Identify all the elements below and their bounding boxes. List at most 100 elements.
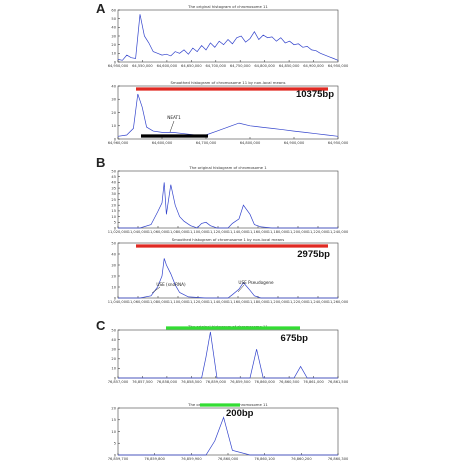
x-tick-label: 11,220,000 bbox=[288, 300, 309, 304]
gene-label-neat1: NEAT1 bbox=[167, 115, 181, 120]
x-tick-label: 64,750,000 bbox=[230, 64, 251, 68]
y-tick-label: 10 bbox=[111, 430, 116, 434]
y-tick-label: 0 bbox=[114, 226, 117, 230]
x-tick-label: 76,859,500 bbox=[230, 380, 251, 384]
y-tick-label: 0 bbox=[114, 60, 117, 64]
x-tick-label: 11,060,000 bbox=[128, 300, 149, 304]
y-tick-label: 40 bbox=[111, 84, 116, 88]
y-tick-label: 30 bbox=[111, 192, 116, 196]
chart-4: The original histogram of chromosome 110… bbox=[108, 324, 349, 384]
x-tick-label: 64,600,000 bbox=[152, 141, 173, 145]
y-tick-label: 50 bbox=[111, 169, 116, 173]
x-tick-label: 64,960,000 bbox=[108, 141, 129, 145]
y-tick-label: 0 bbox=[114, 296, 117, 300]
x-tick-label: 11,240,000 bbox=[328, 230, 349, 234]
series-line bbox=[118, 331, 338, 379]
y-tick-label: 30 bbox=[111, 263, 116, 267]
x-tick-label: 11,200,000 bbox=[268, 300, 289, 304]
x-tick-label: 11,040,000 bbox=[108, 300, 129, 304]
y-tick-label: 40 bbox=[111, 181, 116, 185]
chart-title: The original histogram of chromosome 1 bbox=[188, 165, 267, 170]
series-line bbox=[118, 416, 338, 456]
y-tick-label: 10 bbox=[111, 367, 116, 371]
chart-title: The original histogram of chromosome 11 bbox=[187, 4, 268, 9]
x-tick-label: 76,860,000 bbox=[254, 380, 275, 384]
x-tick-label: 11,100,000 bbox=[188, 230, 209, 234]
panel-letter-C: C bbox=[96, 318, 106, 333]
x-tick-label: 76,858,000 bbox=[157, 380, 178, 384]
y-tick-label: 30 bbox=[111, 348, 116, 352]
region-length-label: 10375bp bbox=[296, 89, 334, 100]
y-tick-label: 20 bbox=[111, 111, 116, 115]
gene-label-snorna: USE (snoRNA) bbox=[156, 282, 186, 287]
x-tick-label: 76,859,800 bbox=[144, 457, 165, 461]
annotation-arrow bbox=[151, 286, 161, 294]
x-tick-label: 64,800,000 bbox=[254, 64, 275, 68]
chart-title: Smoothed histogram of chromosome 1 by no… bbox=[172, 237, 285, 242]
x-tick-label: 64,950,000 bbox=[328, 64, 349, 68]
y-tick-label: 40 bbox=[111, 252, 116, 256]
y-tick-label: 20 bbox=[111, 357, 116, 361]
y-tick-label: 40 bbox=[111, 26, 116, 30]
plot-frame bbox=[117, 170, 339, 229]
x-tick-label: 64,900,000 bbox=[303, 64, 324, 68]
x-tick-label: 11,120,000 bbox=[208, 230, 229, 234]
x-tick-label: 11,260,000 bbox=[328, 300, 349, 304]
chart-1: Smoothed histogram of chromosome 11 by n… bbox=[108, 80, 349, 145]
x-tick-label: 11,100,000 bbox=[168, 300, 189, 304]
x-tick-label: 64,900,000 bbox=[284, 141, 305, 145]
x-tick-label: 11,020,000 bbox=[108, 230, 129, 234]
x-tick-label: 64,800,000 bbox=[240, 141, 261, 145]
y-tick-label: 40 bbox=[111, 338, 116, 342]
series-line bbox=[117, 93, 339, 137]
x-tick-label: 11,160,000 bbox=[228, 300, 249, 304]
chart-0: The original histogram of chromosome 11 0… bbox=[108, 4, 349, 68]
x-tick-label: 11,240,000 bbox=[308, 300, 329, 304]
y-tick-label: 10 bbox=[111, 215, 116, 219]
chart-title: Smoothed histogram of chromosome 11 by n… bbox=[171, 80, 286, 85]
y-tick-label: 0 bbox=[114, 137, 117, 141]
x-tick-label: 64,950,000 bbox=[328, 141, 349, 145]
y-tick-label: 50 bbox=[111, 328, 116, 332]
annotation-arrow bbox=[169, 120, 175, 133]
region-length-label: 2975bp bbox=[297, 249, 330, 260]
x-tick-label: 11,060,000 bbox=[148, 230, 169, 234]
x-tick-label: 76,860,500 bbox=[279, 380, 300, 384]
panel-letter-A: A bbox=[96, 1, 106, 16]
y-tick-label: 10 bbox=[111, 124, 116, 128]
y-tick-label: 35 bbox=[111, 186, 116, 190]
gene-label-pseudogene: USE Pseudogene bbox=[238, 280, 274, 285]
region-length-label: 200bp bbox=[226, 408, 254, 419]
x-tick-label: 11,120,000 bbox=[188, 300, 209, 304]
x-tick-label: 64,600,000 bbox=[157, 64, 178, 68]
series-line bbox=[118, 258, 338, 299]
y-tick-label: 30 bbox=[111, 98, 116, 102]
y-tick-label: 20 bbox=[111, 204, 116, 208]
y-tick-label: 0 bbox=[114, 453, 117, 457]
x-tick-label: 76,860,000 bbox=[218, 457, 239, 461]
y-tick-label: 5 bbox=[114, 442, 116, 446]
x-tick-label: 11,040,000 bbox=[128, 230, 149, 234]
x-tick-label: 64,550,000 bbox=[132, 64, 153, 68]
y-tick-label: 0 bbox=[114, 376, 117, 380]
y-tick-label: 50 bbox=[111, 241, 116, 245]
x-tick-label: 11,180,000 bbox=[268, 230, 289, 234]
y-tick-label: 10 bbox=[111, 285, 116, 289]
x-tick-label: 64,950,000 bbox=[108, 64, 129, 68]
series-line bbox=[118, 182, 338, 229]
region-length-label: 675bp bbox=[281, 333, 309, 344]
y-tick-label: 10 bbox=[111, 52, 116, 56]
x-tick-label: 64,650,000 bbox=[181, 64, 202, 68]
x-tick-label: 11,140,000 bbox=[208, 300, 229, 304]
y-tick-label: 15 bbox=[111, 209, 116, 213]
y-tick-label: 60 bbox=[111, 8, 116, 12]
x-tick-label: 11,220,000 bbox=[308, 230, 329, 234]
x-tick-label: 64,700,000 bbox=[196, 141, 217, 145]
y-tick-label: 20 bbox=[111, 274, 116, 278]
x-tick-label: 76,861,500 bbox=[328, 380, 349, 384]
x-tick-label: 76,860,300 bbox=[328, 457, 349, 461]
y-tick-label: 20 bbox=[111, 406, 116, 410]
y-tick-label: 25 bbox=[111, 198, 116, 202]
panel-letter-B: B bbox=[96, 155, 105, 170]
